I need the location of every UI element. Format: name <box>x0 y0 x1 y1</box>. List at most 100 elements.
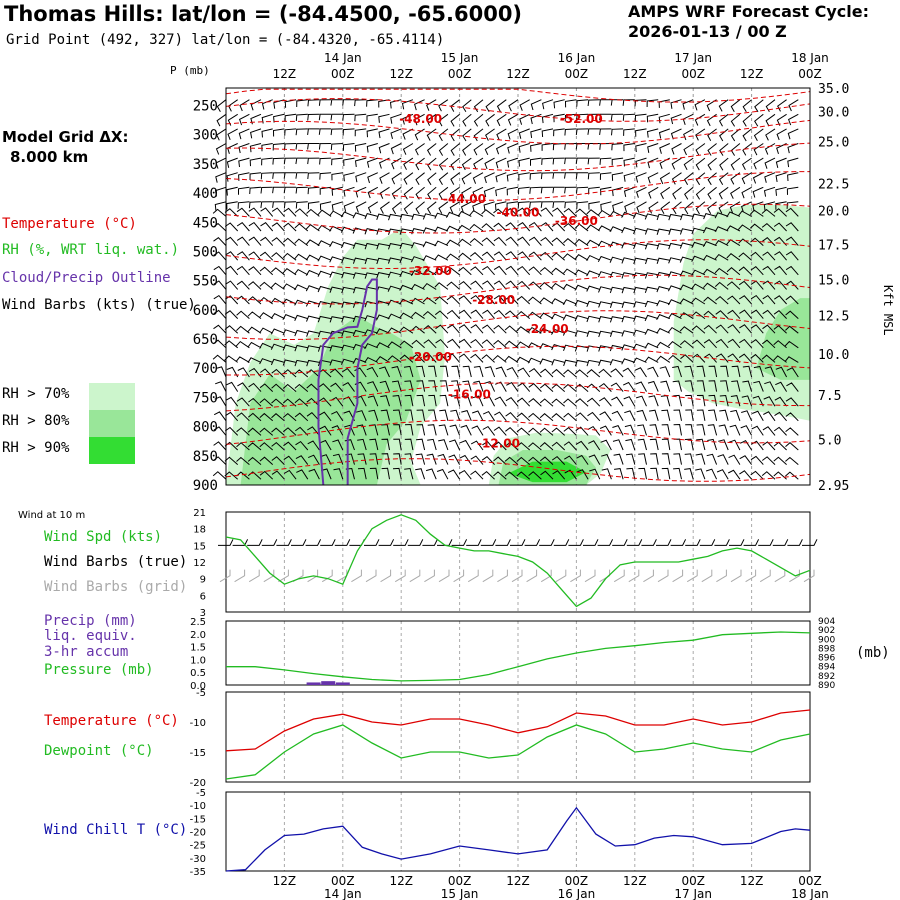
isotherm-line <box>225 310 811 341</box>
model-grid-value: 8.000 km <box>10 148 89 166</box>
precip-panel-tick-label: 0.0 <box>190 681 206 692</box>
pressure-line <box>226 631 811 682</box>
pressure-tick-label: 902 <box>818 626 835 636</box>
bottom-date-tick: 17 Jan <box>674 887 712 900</box>
grid-point-subtitle: Grid Point (492, 327) lat/lon = (-84.432… <box>6 32 445 48</box>
legend-rh70-swatch <box>89 383 135 410</box>
precip-bar <box>306 682 321 685</box>
bottom-hour-tick: 00Z <box>331 874 355 888</box>
wind-barbs-grid-series <box>219 569 815 583</box>
bottom-date-tick: 15 Jan <box>441 887 479 900</box>
bottom-hour-tick: 00Z <box>565 874 589 888</box>
pressure-unit-label: (mb) <box>856 645 890 661</box>
temp-panel-tick-label: -10 <box>190 718 206 729</box>
isotherm-line <box>225 88 811 103</box>
isotherm-label: -24.00 <box>526 322 569 336</box>
kft-tick-label: 30.0 <box>818 105 849 120</box>
p-tick-label: 500 <box>193 244 218 260</box>
isotherm-line <box>225 203 811 234</box>
top-hour-tick: 12Z <box>273 67 297 81</box>
temp-panel-tick-label: -5 <box>196 688 206 699</box>
bottom-date-tick: 16 Jan <box>558 887 596 900</box>
isotherm-label: -44.00 <box>443 192 486 206</box>
p-tick-label: 400 <box>193 186 218 202</box>
pressure-tick-label: 892 <box>818 672 835 682</box>
top-hour-tick: 00Z <box>681 67 705 81</box>
legend-precip: Precip (mm) <box>44 613 137 629</box>
wind-panel-tick-label: 15 <box>193 541 206 552</box>
pressure-tick-label: 900 <box>818 635 835 645</box>
bottom-hour-tick: 12Z <box>740 874 764 888</box>
isotherm-label: -28.00 <box>472 293 515 307</box>
isotherm-line <box>225 419 811 445</box>
legend-wind-speed: Wind Spd (kts) <box>44 529 163 545</box>
bottom-hour-tick: 12Z <box>273 874 297 888</box>
kft-tick-label: 15.0 <box>818 273 849 288</box>
bottom-hour-tick: 12Z <box>623 874 647 888</box>
dewpoint-line <box>225 724 811 780</box>
chill-panel-tick-label: -30 <box>190 854 206 865</box>
isotherm-line <box>225 142 811 172</box>
isotherm-label: -48.00 <box>399 112 442 126</box>
wind-panel-tick-label: 3 <box>200 608 206 619</box>
isotherm-line <box>226 345 811 376</box>
isotherm-label: -20.00 <box>409 350 452 364</box>
isotherm-label: -52.00 <box>560 112 603 126</box>
bottom-hour-tick: 00Z <box>448 874 472 888</box>
pressure-tick-label: 898 <box>818 644 835 654</box>
kft-axis-label: Kft MSL <box>881 285 895 336</box>
temp-panel-tick-label: -15 <box>190 748 206 759</box>
wind-panel-tick-label: 6 <box>200 591 206 602</box>
bottom-date-tick: 14 Jan <box>324 887 362 900</box>
xsec-frame <box>225 87 811 486</box>
legend-cloud-outline: Cloud/Precip Outline <box>2 270 171 286</box>
precip-panel-tick-label: 1.0 <box>190 655 206 666</box>
p-tick-label: 850 <box>193 449 218 465</box>
legend-rh70-label: RH > 70% <box>2 386 70 402</box>
isotherm-line <box>225 382 811 412</box>
pressure-tick-label: 896 <box>818 654 835 664</box>
p-tick-label: 750 <box>193 390 218 406</box>
legend-wind-barbs-grid: Wind Barbs (grid) <box>44 579 188 595</box>
chill-panel-tick-label: -25 <box>190 841 206 852</box>
chill-panel-tick-label: -35 <box>190 867 206 878</box>
p-axis-label: P (mb) <box>170 64 210 77</box>
top-hour-tick: 12Z <box>506 67 530 81</box>
top-date-tick: 14 Jan <box>324 51 362 65</box>
chill-panel-tick-label: -15 <box>190 814 206 825</box>
top-hour-tick: 00Z <box>331 67 355 81</box>
top-date-tick: 15 Jan <box>441 51 479 65</box>
legend-dewpoint: Dewpoint (°C) <box>44 743 154 759</box>
legend-pressure: Pressure (mb) <box>44 662 154 678</box>
p-tick-label: 350 <box>193 157 218 173</box>
p-tick-label: 250 <box>193 99 218 115</box>
legend-precip-liq: liq. equiv. <box>44 628 137 644</box>
p-tick-label: 450 <box>193 215 218 231</box>
legend-wind-barbs-true: Wind Barbs (true) <box>44 554 188 570</box>
rh-region-80-6 <box>756 298 810 380</box>
cloud-precip-outline <box>317 278 378 486</box>
p-tick-label: 700 <box>193 361 218 377</box>
chill-panel-tick-label: -5 <box>196 788 206 799</box>
kft-tick-label: 22.5 <box>818 178 849 193</box>
p-tick-label: 300 <box>193 128 218 144</box>
legend-rh90-label: RH > 90% <box>2 440 70 456</box>
page-title: Thomas Hills: lat/lon = (-84.4500, -65.6… <box>4 2 523 26</box>
isotherm-line <box>225 119 811 145</box>
chill-panel-tick-label: -10 <box>190 801 206 812</box>
isotherm-line <box>225 171 811 201</box>
precip-bar <box>321 681 336 685</box>
wind-speed-line <box>225 514 811 608</box>
pressure-tick-label: 890 <box>818 681 835 691</box>
top-hour-tick: 00Z <box>565 67 589 81</box>
wind-panel-title: Wind at 10 m <box>18 510 86 521</box>
bottom-hour-tick: 12Z <box>389 874 413 888</box>
isotherm-label: -16.00 <box>448 388 491 402</box>
top-date-tick: 17 Jan <box>674 51 712 65</box>
wind-panel-tick-label: 12 <box>193 558 206 569</box>
legend-temperature: Temperature (°C) <box>2 216 137 232</box>
top-hour-tick: 00Z <box>448 67 472 81</box>
legend-rh80-label: RH > 80% <box>2 413 70 429</box>
chill-panel-tick-label: -20 <box>190 828 206 839</box>
temperature-line <box>225 709 811 752</box>
